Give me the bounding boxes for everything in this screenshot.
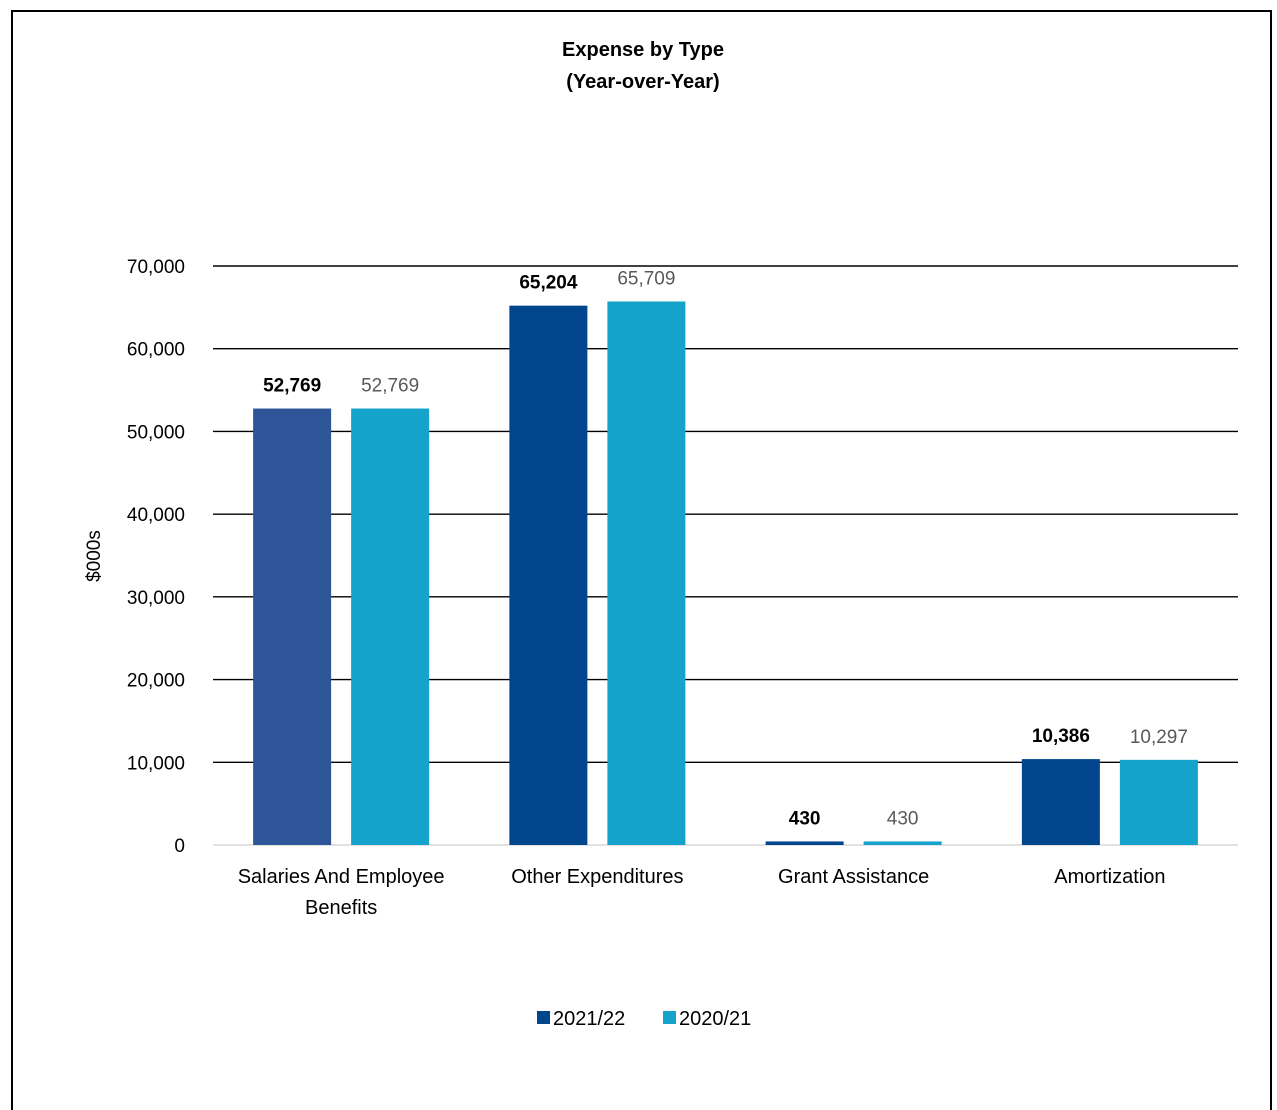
bar — [1119, 759, 1198, 845]
legend: 2021/22 2020/21 — [537, 1008, 751, 1030]
category-label: Salaries And Employee — [238, 866, 445, 888]
y-axis-label: $000s — [84, 530, 105, 582]
data-labels: 52,769 52,769 65,204 65,709 430 430 10,386 10,2… — [263, 268, 1188, 829]
data-label: 65,204 — [519, 273, 578, 294]
category-labels: Salaries And Employee Benefits Other Expen… — [238, 866, 1166, 919]
chart-frame — [11, 10, 1272, 1110]
bar — [1021, 759, 1100, 845]
data-label: 430 — [887, 808, 919, 829]
category-label: Benefits — [305, 897, 377, 919]
y-tick-label: 20,000 — [127, 671, 185, 692]
data-label: 430 — [789, 808, 821, 829]
bars — [253, 301, 1198, 846]
y-tick-label: 70,000 — [127, 257, 185, 278]
y-tick-label: 30,000 — [127, 588, 185, 609]
y-tick-label: 50,000 — [127, 422, 185, 443]
y-tick-labels: 0 10,000 20,000 30,000 40,000 50,000 60,000 70,… — [127, 257, 185, 857]
legend-swatch — [663, 1011, 676, 1024]
chart-title: Expense by Type — [562, 39, 724, 61]
category-label: Amortization — [1054, 866, 1165, 888]
data-label: 52,769 — [263, 376, 321, 397]
data-label: 10,297 — [1130, 727, 1188, 748]
bar — [253, 408, 332, 845]
y-tick-label: 0 — [174, 836, 185, 857]
y-tick-label: 60,000 — [127, 340, 185, 361]
data-label: 65,709 — [617, 268, 675, 289]
bar — [765, 841, 844, 845]
bar — [607, 301, 686, 846]
y-tick-label: 10,000 — [127, 753, 185, 774]
bar — [351, 408, 430, 845]
data-label: 10,386 — [1032, 726, 1090, 747]
bar — [863, 841, 942, 845]
chart-subtitle: (Year-over-Year) — [566, 71, 719, 93]
data-label: 52,769 — [361, 376, 419, 397]
y-tick-label: 40,000 — [127, 505, 185, 526]
category-label: Other Expenditures — [511, 866, 683, 888]
legend-label: 2020/21 — [679, 1008, 751, 1030]
legend-swatch — [537, 1011, 550, 1024]
legend-label: 2021/22 — [553, 1008, 625, 1030]
category-label: Grant Assistance — [778, 866, 929, 888]
bar — [509, 305, 588, 845]
